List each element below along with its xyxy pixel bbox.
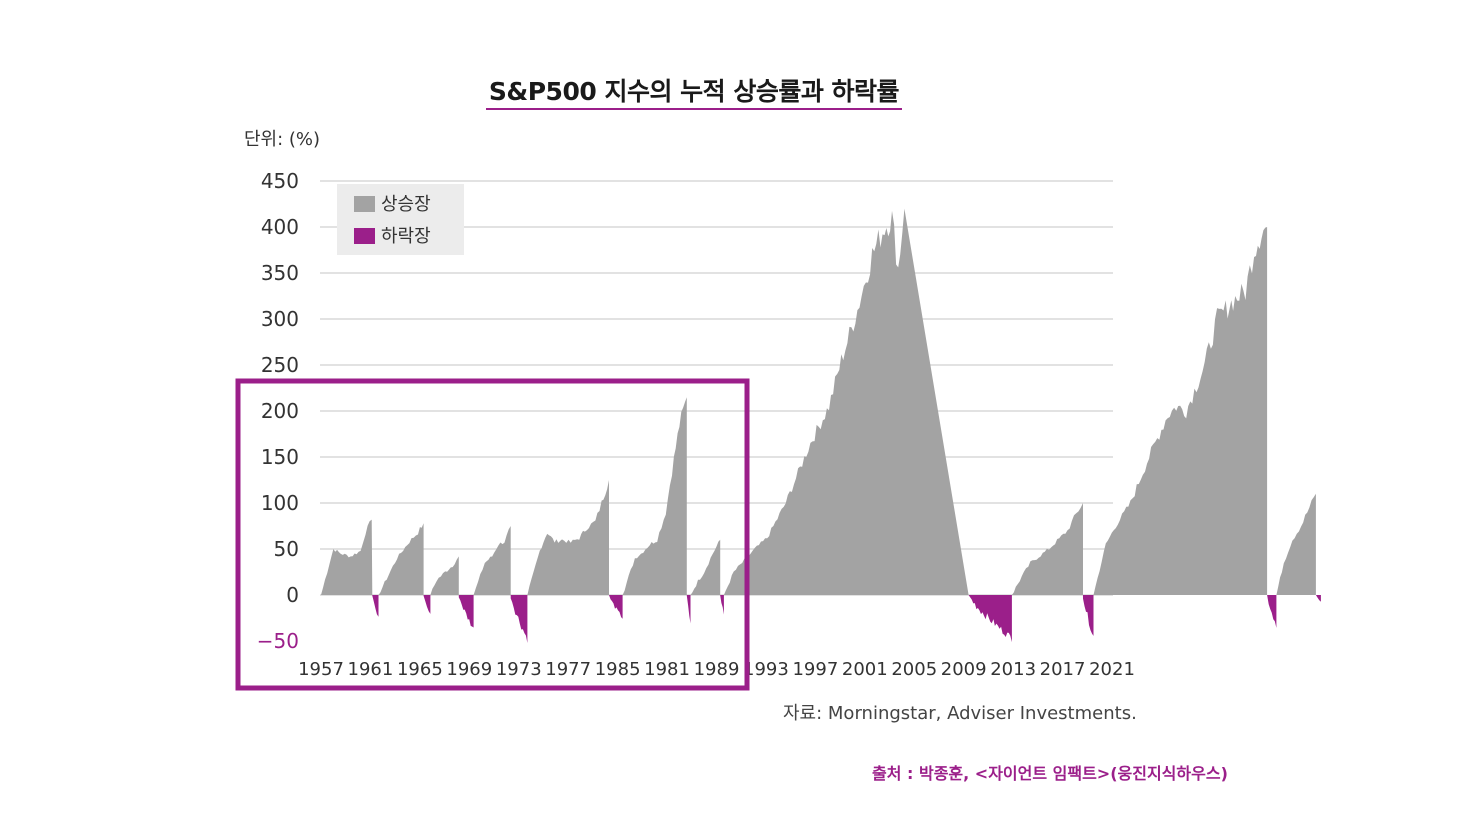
highlight-box xyxy=(235,378,750,691)
y-tick-label: 200 xyxy=(261,399,299,423)
y-tick-labels: 450 400 350 300 250 200 150 100 50 0 −50 xyxy=(257,169,299,653)
bull-market-area xyxy=(1011,503,1083,595)
bear-market-area xyxy=(608,595,623,619)
bull-market-area xyxy=(321,519,373,595)
x-tick-label: 1977 xyxy=(545,659,591,680)
bull-market-area xyxy=(1276,493,1316,595)
y-tick-label: 250 xyxy=(261,353,299,377)
x-tick-label: 1957 xyxy=(298,659,344,680)
bull-market-area xyxy=(690,539,721,595)
bear-market-area xyxy=(720,595,724,615)
x-tick-label: 1973 xyxy=(496,659,542,680)
bull-market-area xyxy=(430,556,459,595)
bull-market-area xyxy=(378,523,424,595)
x-tick-label: 1997 xyxy=(792,659,838,680)
bear-market-area xyxy=(458,595,474,630)
bear-market-area xyxy=(1082,595,1094,637)
x-tick-label: 1985 xyxy=(595,659,641,680)
bull-market-area xyxy=(473,526,511,595)
y-tick-label: 100 xyxy=(261,491,299,515)
x-tick-label: 2021 xyxy=(1089,659,1135,680)
bear-market-area xyxy=(1267,595,1277,628)
y-tick-label: 300 xyxy=(261,307,299,331)
y-tick-label: 0 xyxy=(286,583,299,607)
bear-market-area xyxy=(968,595,1012,643)
bear-market-area xyxy=(372,595,379,618)
bull-market-area xyxy=(723,208,969,595)
legend-swatch-bear xyxy=(354,228,375,244)
x-tick-label: 2013 xyxy=(990,659,1036,680)
x-tick-label: 1969 xyxy=(446,659,492,680)
legend-label-bull: 상승장 xyxy=(381,194,431,215)
x-tick-label: 2009 xyxy=(941,659,987,680)
credit-note: 출처 : 박종훈, <자이언트 임팩트>(웅진지식하우스) xyxy=(872,764,1228,783)
x-tick-labels: 1957 1961 1965 1969 1973 1977 1985 1981 1989 1993… xyxy=(298,659,1135,680)
bull-market-area xyxy=(1093,227,1268,595)
y-tick-label: 150 xyxy=(261,445,299,469)
data-areas xyxy=(321,208,1321,643)
x-tick-label: 2001 xyxy=(842,659,888,680)
x-tick-label: 1961 xyxy=(348,659,394,680)
x-tick-label: 1989 xyxy=(694,659,740,680)
x-tick-label: 1993 xyxy=(743,659,789,680)
source-note: 자료: Morningstar, Adviser Investments. xyxy=(783,703,1137,724)
y-tick-label: 50 xyxy=(274,537,299,561)
bull-market-area xyxy=(622,397,687,595)
y-tick-label: 450 xyxy=(261,169,299,193)
x-tick-label: 1965 xyxy=(397,659,443,680)
x-tick-label: 2005 xyxy=(891,659,937,680)
bear-market-area xyxy=(423,595,431,616)
legend-swatch-bull xyxy=(354,196,375,212)
chart-title: S&P500 지수의 누적 상승률과 하락률 xyxy=(488,77,900,106)
title-underline xyxy=(486,108,902,110)
bear-market-area xyxy=(510,595,528,643)
y-tick-label: 350 xyxy=(261,261,299,285)
bear-market-area xyxy=(686,595,691,626)
legend: 상승장 하락장 xyxy=(337,184,464,255)
x-tick-label: 2017 xyxy=(1040,659,1086,680)
legend-label-bear: 하락장 xyxy=(381,226,431,247)
y-axis-unit-label: 단위: (%) xyxy=(244,129,321,150)
bear-market-area xyxy=(1315,595,1321,603)
bull-market-area xyxy=(527,480,609,595)
y-tick-label: 400 xyxy=(261,215,299,239)
x-tick-label: 1981 xyxy=(644,659,690,680)
y-tick-label: −50 xyxy=(257,629,299,653)
